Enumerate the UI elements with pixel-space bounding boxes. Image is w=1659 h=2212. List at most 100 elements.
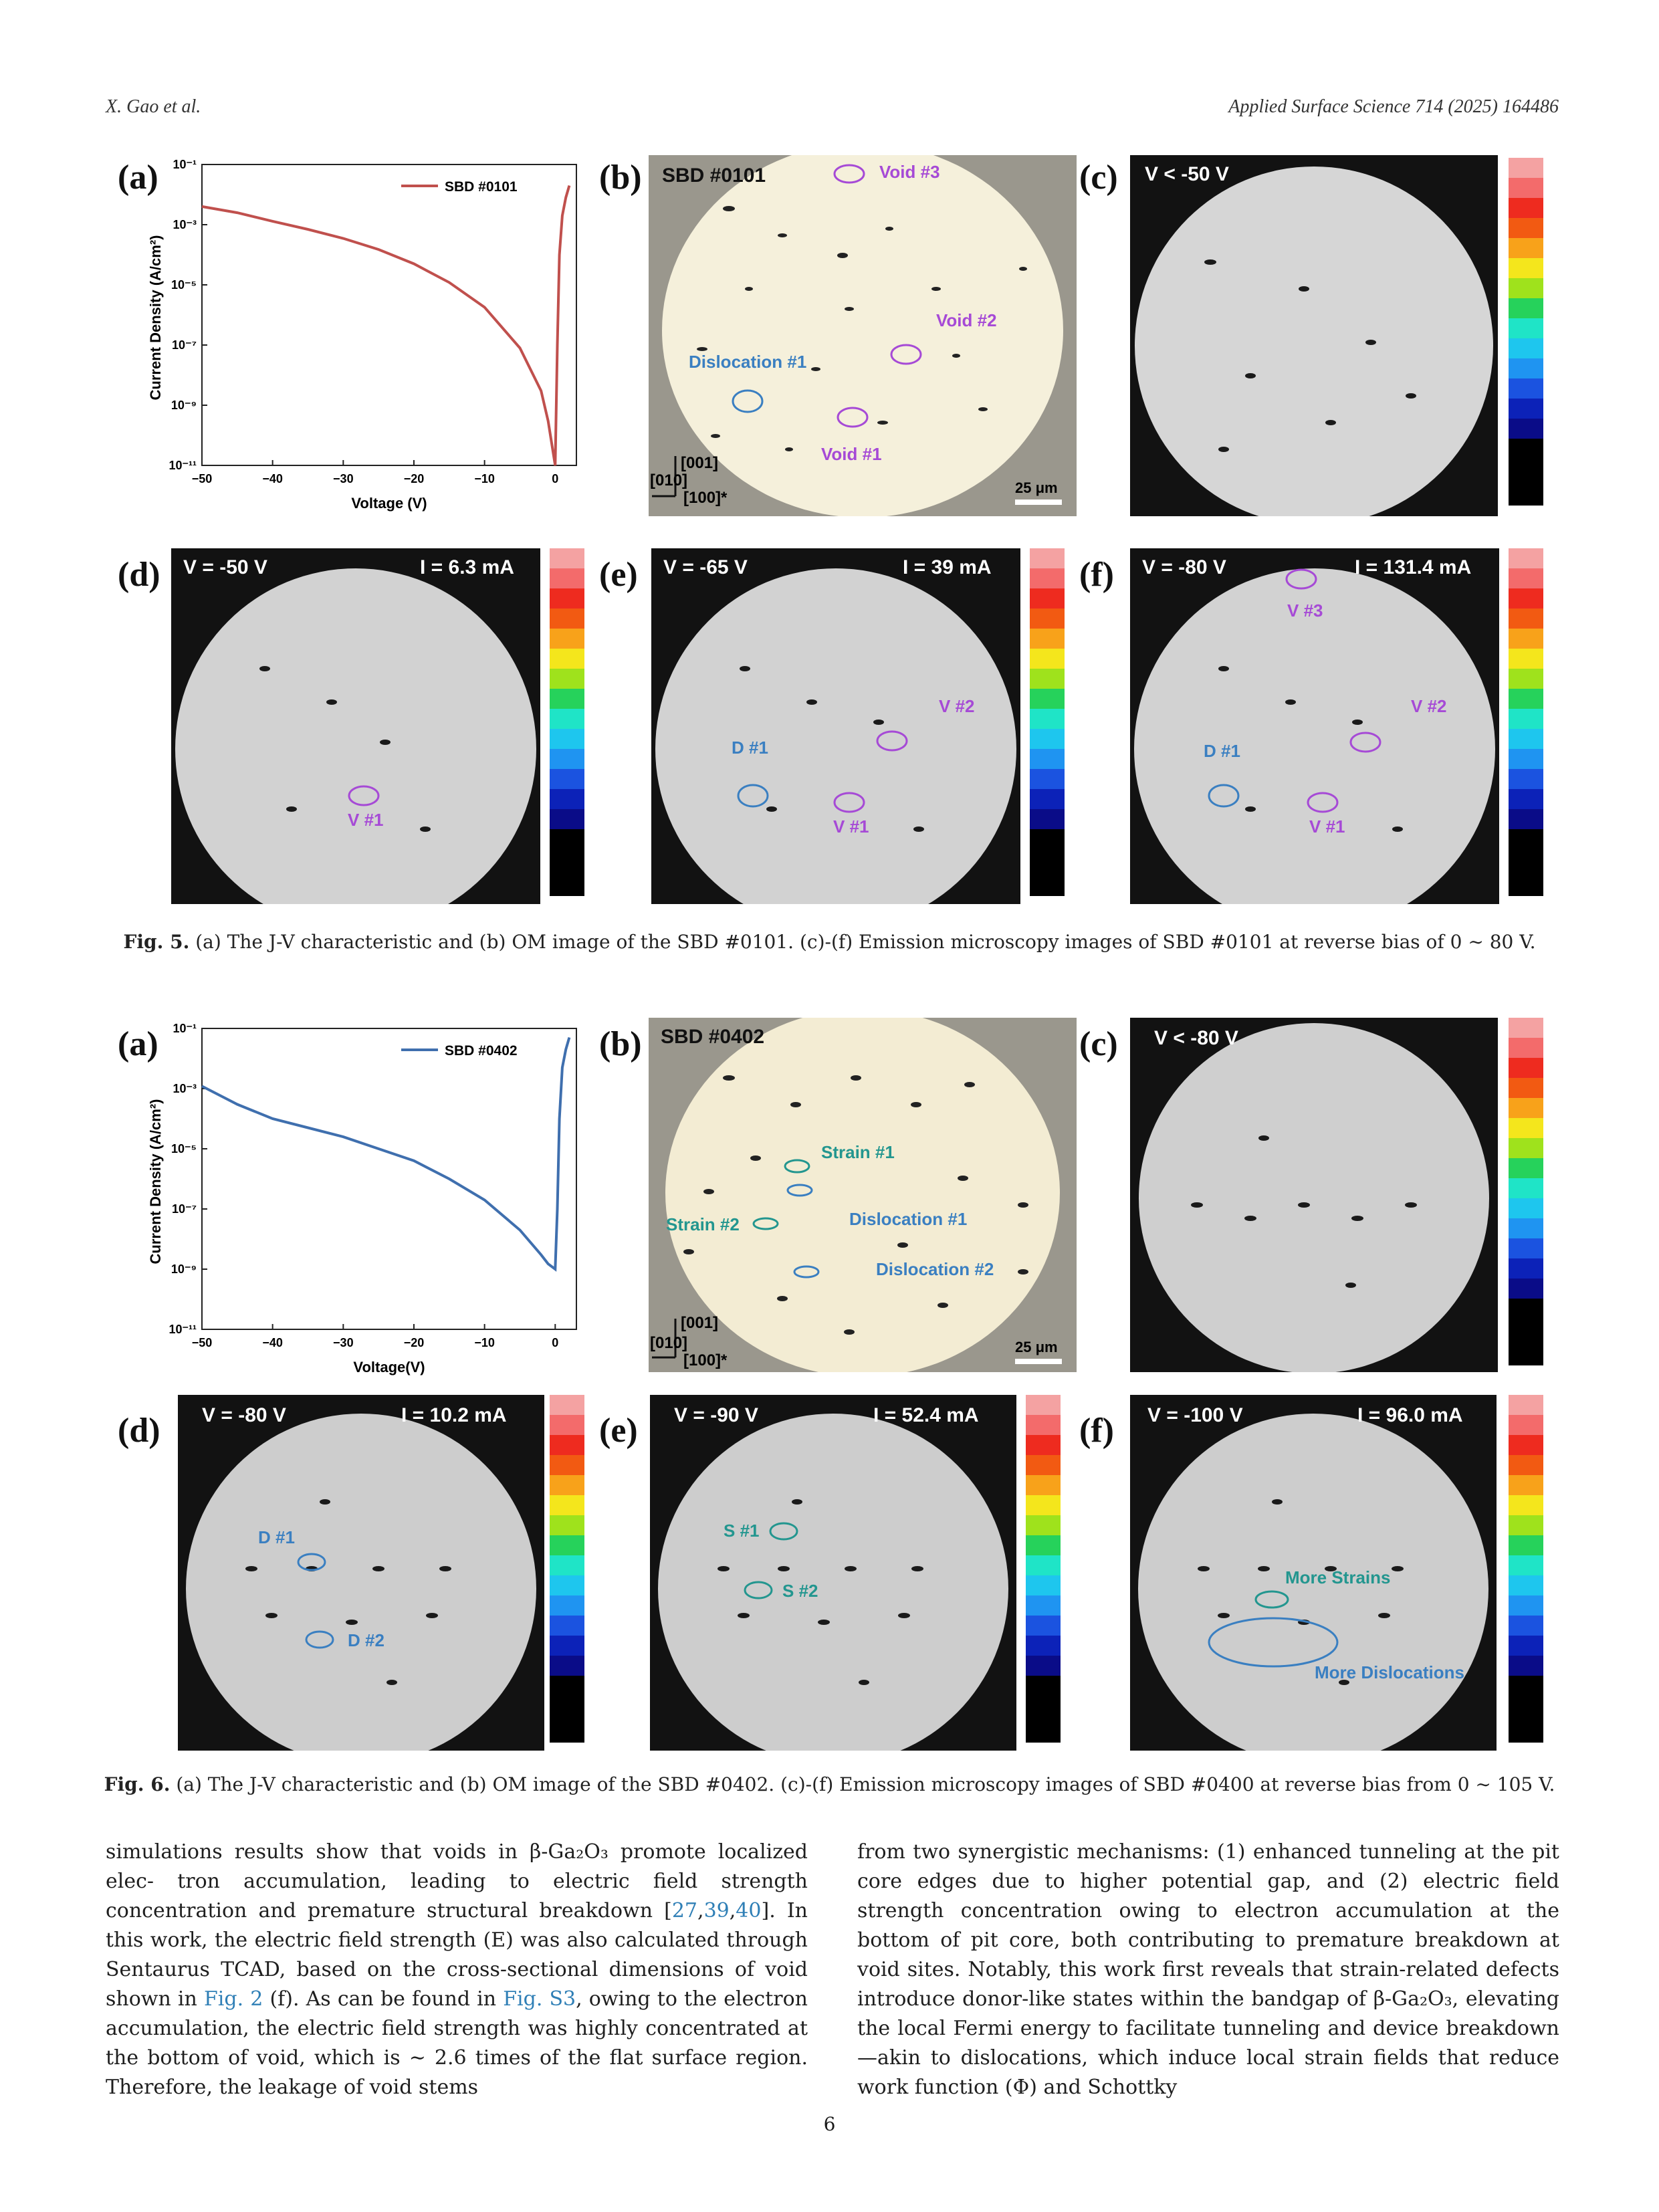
pit: [745, 287, 753, 291]
strain-1-marker: [784, 1159, 810, 1174]
pit: [750, 1155, 761, 1161]
pit: [1258, 1135, 1269, 1141]
colorbar-segment: [1509, 1455, 1543, 1475]
more-dislocations-marker: [1208, 1617, 1339, 1668]
colorbar-segment: [550, 829, 584, 896]
colorbar-segment: [1026, 1515, 1061, 1535]
fig6-label-c: (c): [1079, 1025, 1118, 1063]
pit: [259, 666, 270, 671]
y-tick-label: 10⁻⁹: [171, 399, 197, 412]
pit: [937, 1303, 948, 1308]
colorbar-segment: [1509, 1178, 1543, 1198]
ref-link-39[interactable]: 39: [703, 1899, 730, 1922]
axis-001: [001]: [681, 1314, 718, 1332]
fig-s3-link[interactable]: Fig. S3: [503, 1987, 576, 2011]
colorbar-segment: [1509, 1299, 1543, 1365]
pit: [844, 1329, 855, 1335]
fig6-label-e: (e): [599, 1412, 638, 1450]
legend-label: SBD #0101: [445, 179, 518, 195]
colorbar-segment: [1026, 1595, 1061, 1616]
colorbar-segment: [550, 709, 584, 729]
pit: [897, 1242, 908, 1248]
fig6-caption: Fig. 6. (a) The J-V characteristic and (…: [0, 1773, 1659, 1795]
ref-link-40[interactable]: 40: [736, 1899, 762, 1922]
pit: [766, 806, 777, 812]
colorbar-segment: [1026, 1415, 1061, 1435]
fig6-em-image-f: More Strains More Dislocations V = -100 …: [1130, 1395, 1497, 1751]
x-tick-label: −50: [192, 472, 213, 485]
x-tick-label: −40: [262, 1336, 283, 1349]
pit: [964, 1082, 975, 1087]
void-1-marker: [837, 407, 869, 428]
colorbar-segment: [1030, 769, 1065, 789]
fig6-colorbar-f: [1509, 1395, 1543, 1743]
colorbar-segment: [550, 1575, 584, 1595]
colorbar-segment: [550, 769, 584, 789]
colorbar-segment: [550, 588, 584, 609]
fig-2-link[interactable]: Fig. 2: [203, 1987, 263, 2011]
fig6-colorbar-c: [1509, 1018, 1543, 1365]
jv-curve: [201, 185, 571, 466]
fig6-label-f: (f): [1079, 1412, 1114, 1450]
colorbar-segment: [550, 1455, 584, 1475]
x-tick-label: −20: [404, 472, 425, 485]
colorbar-segment: [1026, 1555, 1061, 1575]
void-1-marker: [348, 785, 380, 806]
pit: [380, 740, 391, 745]
colorbar-segment: [1509, 1475, 1543, 1495]
strain-2-marker: [744, 1581, 773, 1599]
pit: [326, 699, 337, 705]
device-disc: [658, 1414, 1008, 1751]
colorbar-segment: [550, 609, 584, 629]
colorbar-segment: [550, 789, 584, 809]
pit: [1325, 1566, 1337, 1571]
pit: [1204, 259, 1216, 265]
ref-link-27[interactable]: 27: [671, 1899, 698, 1922]
pit: [1018, 1269, 1028, 1275]
colorbar-segment: [1509, 629, 1543, 649]
colorbar-segment: [1026, 1676, 1061, 1743]
jv-curve: [201, 1036, 571, 1272]
bias-label: V = -65 V: [663, 556, 748, 578]
dislocation-1-marker: [786, 1184, 813, 1197]
strain-2-marker: [752, 1217, 779, 1230]
colorbar-segment: [1509, 548, 1543, 568]
dislocation-1-marker: [737, 784, 769, 808]
fig5-colorbar-c: [1509, 158, 1543, 506]
colorbar-segment: [1509, 649, 1543, 669]
fig6-colorbar-e: [1026, 1395, 1061, 1743]
fig6-label-d: (d): [118, 1412, 160, 1450]
colorbar-segment: [1509, 338, 1543, 358]
colorbar-segment: [550, 1535, 584, 1555]
colorbar-segment: [1026, 1636, 1061, 1656]
dislocation-1-marker: [1208, 784, 1240, 808]
colorbar-segment: [1026, 1575, 1061, 1595]
pit: [911, 1566, 923, 1571]
dislocation-2-marker: [793, 1265, 820, 1279]
colorbar-segment: [1026, 1656, 1061, 1676]
device-disc: [665, 1018, 1060, 1372]
scale-label: 25 μm: [1015, 479, 1058, 496]
colorbar-segment: [1509, 399, 1543, 419]
colorbar-segment: [1026, 1495, 1061, 1515]
pit: [913, 826, 924, 832]
fig5-em-image-c: V < -50 V: [1130, 155, 1498, 516]
pit: [859, 1680, 869, 1685]
running-header-journal: Applied Surface Science 714 (2025) 16448…: [1228, 96, 1559, 117]
colorbar-segment: [1026, 1455, 1061, 1475]
axis-100: [100]*: [683, 1351, 728, 1369]
dislocation-2-label: Dislocation #2: [876, 1259, 994, 1279]
colorbar-segment: [1509, 298, 1543, 318]
device-disc: [1138, 1414, 1488, 1751]
colorbar-segment: [1509, 789, 1543, 809]
colorbar-segment: [1509, 1676, 1543, 1743]
bias-label: V = -80 V: [202, 1404, 286, 1426]
body-left-line-3: premature structural breakdown [: [307, 1899, 672, 1922]
plot-frame: [201, 164, 577, 466]
pit: [286, 806, 297, 812]
pit: [717, 1566, 730, 1571]
pit: [426, 1613, 438, 1618]
fig5-em-image-e: V #2 V #1 D #1 V = -65 V I = 39 mA: [651, 548, 1020, 904]
colorbar-segment: [1509, 1616, 1543, 1636]
pit: [1325, 420, 1336, 425]
